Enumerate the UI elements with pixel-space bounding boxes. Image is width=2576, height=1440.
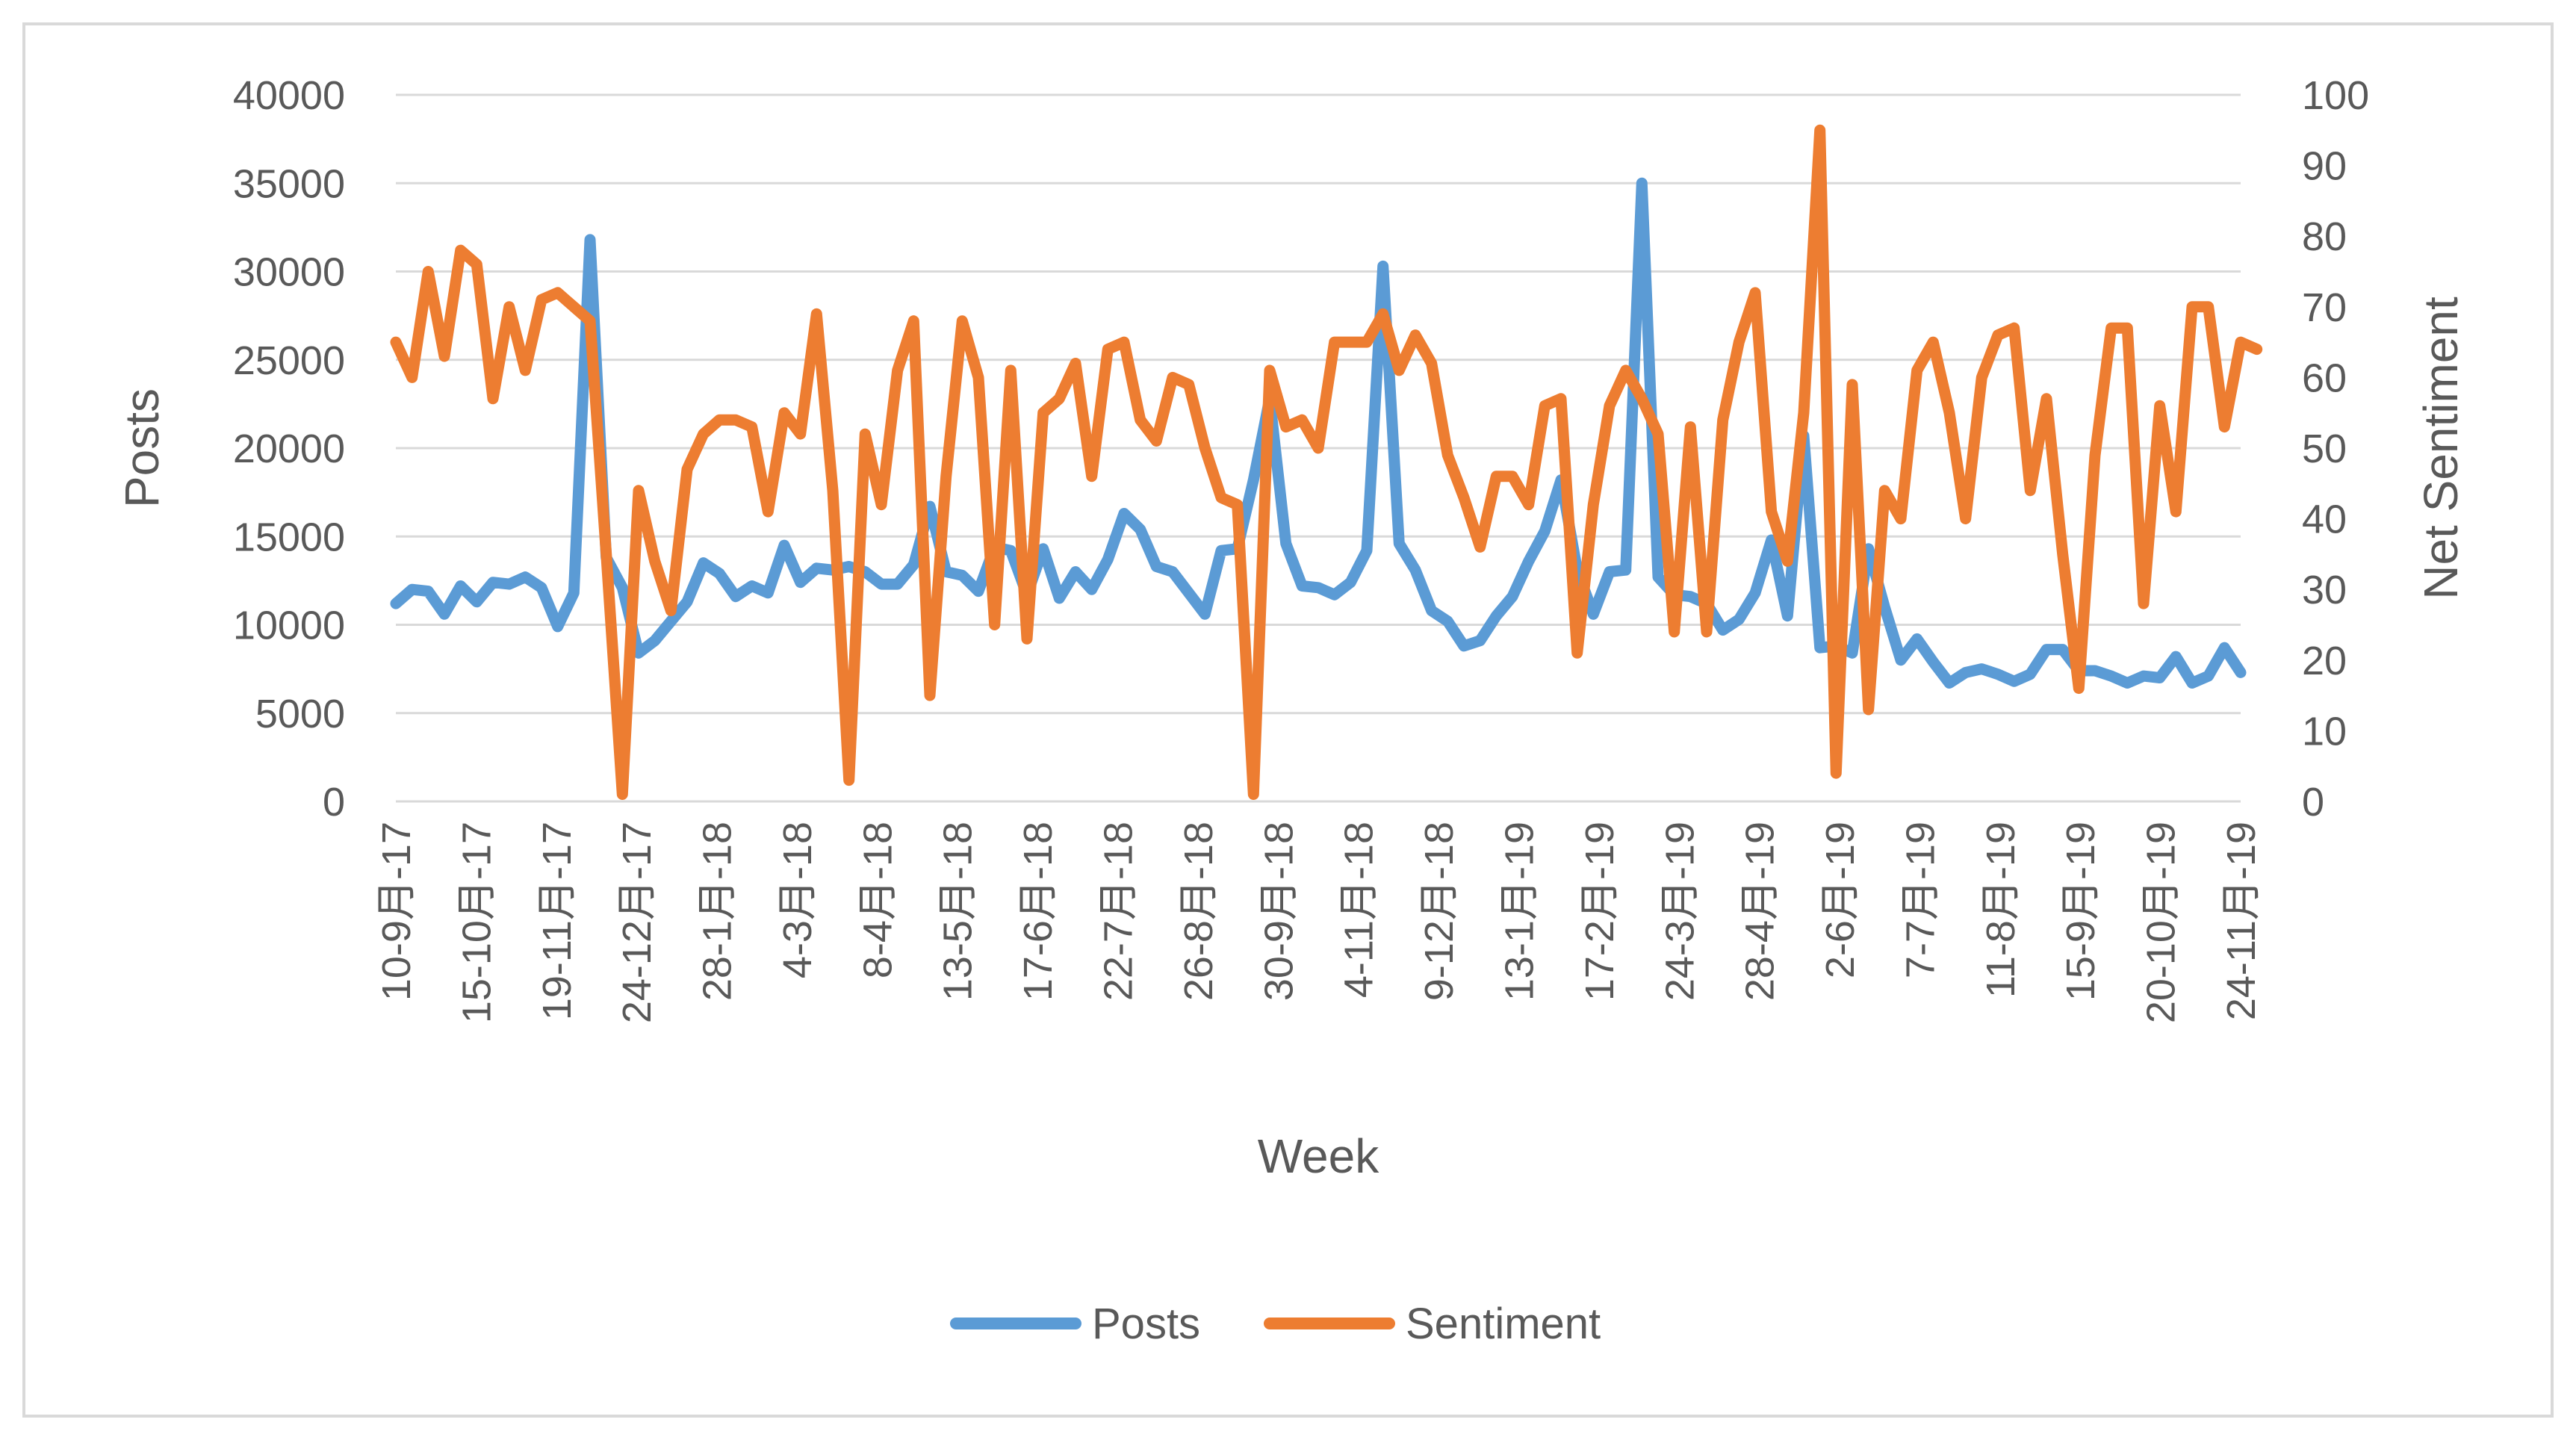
- x-tick-label: 15-10月-17: [454, 822, 499, 1023]
- legend-posts-label: Posts: [1092, 1300, 1200, 1348]
- x-tick-label: 17-6月-18: [1016, 822, 1061, 1001]
- chart-frame: [22, 22, 2554, 1418]
- x-tick-label: 24-3月-19: [1657, 822, 1702, 1001]
- y-left-tick-label: 25000: [233, 338, 345, 383]
- y-left-tick-label: 15000: [233, 515, 345, 559]
- x-tick-label: 24-12月-17: [615, 822, 659, 1023]
- legend: Posts Sentiment: [950, 1300, 1601, 1348]
- x-tick-label: 26-8月-18: [1176, 822, 1221, 1001]
- series-lines: [390, 124, 2263, 800]
- y-left-tick-label: 10000: [233, 603, 345, 648]
- series-line-sentiment: [390, 124, 2263, 800]
- y-right-tick-label: 70: [2302, 285, 2347, 330]
- y-right-tick-label: 80: [2302, 214, 2347, 259]
- x-tick-label: 13-1月-19: [1497, 822, 1542, 1001]
- y-left-tick-label: 0: [323, 780, 345, 825]
- legend-sentiment-label: Sentiment: [1406, 1300, 1601, 1348]
- x-tick-label: 30-9月-18: [1256, 822, 1301, 1001]
- x-tick-label: 19-11月-17: [535, 822, 580, 1020]
- series-line-posts: [390, 177, 2247, 689]
- x-tick-label: 10-9月-17: [374, 822, 419, 1001]
- x-tick-label: 9-12月-18: [1417, 822, 1462, 1001]
- x-tick-label: 17-2月-19: [1577, 822, 1622, 1001]
- x-tick-label: 7-7月-19: [1898, 822, 1943, 978]
- x-tick-label: 24-11月-19: [2219, 822, 2264, 1020]
- y-left-tick-label: 40000: [233, 73, 345, 118]
- x-axis-ticks: 10-9月-17 15-10月-17 19-11月-17 24-12月-17 28-1月…: [374, 822, 2264, 1023]
- y-right-tick-label: 20: [2302, 639, 2347, 683]
- y-axis-left-title: Posts: [115, 388, 169, 508]
- y-right-tick-label: 90: [2302, 144, 2347, 189]
- x-tick-label: 22-7月-18: [1096, 822, 1141, 1001]
- x-tick-label: 4-3月-18: [775, 822, 820, 978]
- y-left-tick-label: 30000: [233, 250, 345, 295]
- x-tick-label: 11-8月-19: [1978, 822, 2023, 998]
- y-right-tick-label: 30: [2302, 568, 2347, 612]
- x-tick-label: 13-5月-18: [936, 822, 981, 1001]
- y-left-tick-label: 35000: [233, 161, 345, 206]
- y-right-tick-label: 10: [2302, 709, 2347, 754]
- y-right-tick-label: 0: [2302, 780, 2324, 825]
- left-axis-ticks: 0 5000 10000 15000 20000 25000 30000 35000 40000: [233, 73, 345, 825]
- x-tick-label: 28-4月-19: [1738, 822, 1783, 1001]
- x-tick-label: 8-4月-18: [855, 822, 900, 978]
- y-axis-right-title: Net Sentiment: [2414, 297, 2468, 600]
- y-right-tick-label: 100: [2302, 73, 2369, 118]
- y-right-tick-label: 60: [2302, 356, 2347, 400]
- y-right-tick-label: 40: [2302, 497, 2347, 542]
- x-tick-label: 15-9月-19: [2058, 822, 2103, 1001]
- x-tick-label: 2-6月-19: [1818, 822, 1863, 978]
- x-tick-label: 4-11月-18: [1337, 822, 1382, 998]
- y-left-tick-label: 20000: [233, 426, 345, 471]
- y-right-tick-label: 50: [2302, 426, 2347, 471]
- x-tick-label: 28-1月-18: [695, 822, 740, 1001]
- right-axis-ticks: 0 10 20 30 40 50 60 70 80 90 100: [2302, 73, 2369, 825]
- x-axis-title: Week: [1258, 1129, 1379, 1183]
- y-left-tick-label: 5000: [255, 692, 345, 736]
- x-tick-label: 20-10月-19: [2139, 822, 2184, 1023]
